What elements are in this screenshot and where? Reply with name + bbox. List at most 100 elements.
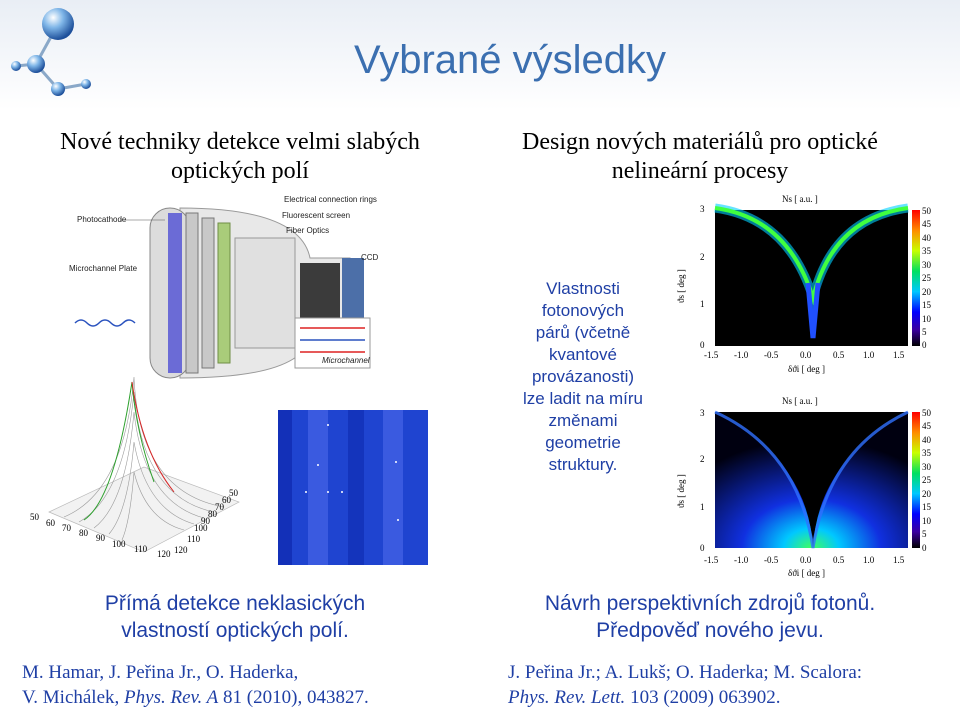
description: Vlastnosti fotonových párů (včetně kvant… — [508, 278, 658, 476]
surface-tick-right-2: 60 — [222, 495, 232, 505]
plot2-xtick: 1.5 — [893, 555, 905, 565]
surface-tick-left-4: 80 — [79, 528, 89, 538]
plot2-ytick: 2 — [700, 454, 705, 464]
molecule-logo-icon — [11, 8, 91, 96]
surface-tick-left-6: 100 — [112, 539, 126, 549]
plot1-xtick: -1.0 — [734, 350, 749, 360]
colorbar-1 — [912, 210, 920, 346]
microchannel-plate — [168, 213, 182, 373]
right-caption-line-1: Návrh perspektivních zdrojů fotonů. — [544, 592, 876, 615]
spectrum-plot-1: Ns [ a.u. ] ϑs [ deg ] δϑi [ deg ] 3 2 1… — [676, 194, 932, 374]
plot1-cbar-tick: 50 — [922, 206, 932, 216]
header-banner — [0, 0, 960, 110]
label-photocathode: Photocathode — [77, 215, 127, 224]
plot2-ytick: 0 — [700, 543, 705, 553]
surface-tick-left-2: 60 — [46, 518, 56, 528]
left-reference-line-2: V. Michálek, Phys. Rev. A 81 (2010), 043… — [22, 685, 462, 710]
surface-tick-left-3: 70 — [62, 523, 72, 533]
left-heading-line-1: Nové techniky detekce velmi slabých — [60, 129, 420, 155]
surface-plot: 50 60 70 80 90 100 110 120 50 60 70 80 9… — [30, 376, 240, 559]
surface-tick-left-5: 90 — [96, 533, 106, 543]
surface-tick-left-1: 50 — [30, 512, 40, 522]
plot2-xtick: 1.0 — [863, 555, 875, 565]
plot1-xlabel: δϑi [ deg ] — [788, 364, 825, 374]
plot2-xtick: -0.5 — [764, 555, 779, 565]
plot1-xtick: 1.0 — [863, 350, 875, 360]
left-caption-line-1: Přímá detekce neklasických — [104, 592, 366, 615]
surface-tick-right-1: 50 — [229, 488, 239, 498]
label-fluorescent-screen: Fluorescent screen — [282, 211, 350, 220]
plot2-ylabel: ϑs [ deg ] — [676, 474, 686, 508]
description-line: změnami — [548, 411, 618, 430]
plot2-cbar-tick: 45 — [922, 421, 932, 431]
plot2-cbar-tick: 35 — [922, 448, 932, 458]
right-reference-line-2: Phys. Rev. Lett. 103 (2009) 063902. — [508, 685, 953, 710]
plot2-title: Ns [ a.u. ] — [782, 396, 818, 406]
plot1-ytick: 2 — [700, 252, 705, 262]
right-heading-line-2: nelineární procesy — [611, 158, 789, 184]
plot1-cbar-tick: 35 — [922, 246, 932, 256]
description-line: fotonových — [541, 301, 625, 320]
surface-tick-right-6: 100 — [194, 523, 208, 533]
plot1-title: Ns [ a.u. ] — [782, 194, 818, 204]
plot1-xtick: -1.5 — [704, 350, 719, 360]
description-line: párů (včetně — [535, 323, 631, 342]
left-reference-citation: 81 (2010), 043827. — [218, 687, 369, 708]
plot1-xtick: 0.0 — [800, 350, 812, 360]
plot1-xtick: 0.5 — [833, 350, 845, 360]
description-line: struktury. — [548, 455, 618, 474]
right-caption-line-2: Předpověď nového jevu. — [596, 619, 824, 642]
plot1-cbar-tick: 10 — [922, 314, 932, 324]
left-heading-line-2: optických polí — [171, 158, 309, 184]
plot1-ytick: 1 — [700, 299, 705, 309]
plot2-cbar-tick: 10 — [922, 516, 932, 526]
label-microchannel-plate: Microchannel Plate — [69, 264, 138, 273]
detector-diagram: Photocathode Microchannel Plate Electric… — [69, 195, 379, 379]
description-line: geometrie — [545, 433, 621, 452]
plot2-xtick: 0.0 — [800, 555, 812, 565]
plot1-cbar-tick: 25 — [922, 273, 932, 283]
label-fiber-optics: Fiber Optics — [286, 226, 329, 235]
surface-tick-right-8: 120 — [174, 545, 188, 555]
right-heading-line-1: Design nových materiálů pro optické — [522, 129, 878, 155]
plot1-cbar-tick: 30 — [922, 260, 932, 270]
plot2-cbar-tick: 0 — [922, 543, 927, 553]
surface-tick-left-7: 110 — [134, 544, 148, 554]
right-reference-citation: 103 (2009) 063902. — [625, 687, 781, 708]
page-title: Vybrané výsledky — [354, 38, 666, 82]
plot2-cbar-tick: 50 — [922, 408, 932, 418]
colorbar-2 — [912, 412, 920, 548]
left-reference-journal: Phys. Rev. A — [124, 687, 219, 708]
plot2-cbar-tick: 5 — [922, 529, 927, 539]
label-microchannel: Microchannel — [322, 356, 370, 365]
description-line: lze ladit na míru — [523, 389, 643, 408]
plot1-ylabel: ϑs [ deg ] — [676, 269, 686, 303]
label-electrical-rings: Electrical connection rings — [284, 195, 377, 204]
plot1-cbar-tick: 20 — [922, 287, 932, 297]
plot2-cbar-tick: 15 — [922, 502, 932, 512]
plot2-cbar-tick: 20 — [922, 489, 932, 499]
right-heading: Design nových materiálů pro optické neli… — [500, 128, 900, 186]
plot2-cbar-tick: 25 — [922, 475, 932, 485]
left-reference-authors: V. Michálek, — [22, 687, 125, 708]
plot2-cbar-tick: 40 — [922, 435, 932, 445]
description-line: provázanosti) — [531, 367, 635, 386]
left-reference: M. Hamar, J. Peřina Jr., O. Haderka, V. … — [22, 660, 462, 710]
plot2-cbar-tick: 30 — [922, 462, 932, 472]
plot1-xtick: -0.5 — [764, 350, 779, 360]
left-caption: Přímá detekce neklasických vlastností op… — [30, 590, 440, 644]
plot1-ytick: 3 — [700, 204, 705, 214]
surface-tick-right-5: 90 — [201, 516, 211, 526]
plot1-cbar-tick: 0 — [922, 340, 927, 350]
right-reference-journal: Phys. Rev. Lett. — [508, 687, 626, 708]
surface-tick-right-3: 70 — [215, 502, 225, 512]
plot2-ytick: 1 — [700, 502, 705, 512]
left-heading: Nové techniky detekce velmi slabých opti… — [40, 128, 440, 186]
plot2-xtick: -1.0 — [734, 555, 749, 565]
plot1-cbar-tick: 45 — [922, 219, 932, 229]
plot2-ytick: 3 — [700, 408, 705, 418]
description-line: kvantové — [548, 345, 618, 364]
right-reference-line-1: J. Peřina Jr.; A. Lukš; O. Haderka; M. S… — [508, 662, 863, 683]
right-reference: J. Peřina Jr.; A. Lukš; O. Haderka; M. S… — [508, 660, 953, 710]
left-reference-line-1: M. Hamar, J. Peřina Jr., O. Haderka, — [22, 662, 299, 683]
